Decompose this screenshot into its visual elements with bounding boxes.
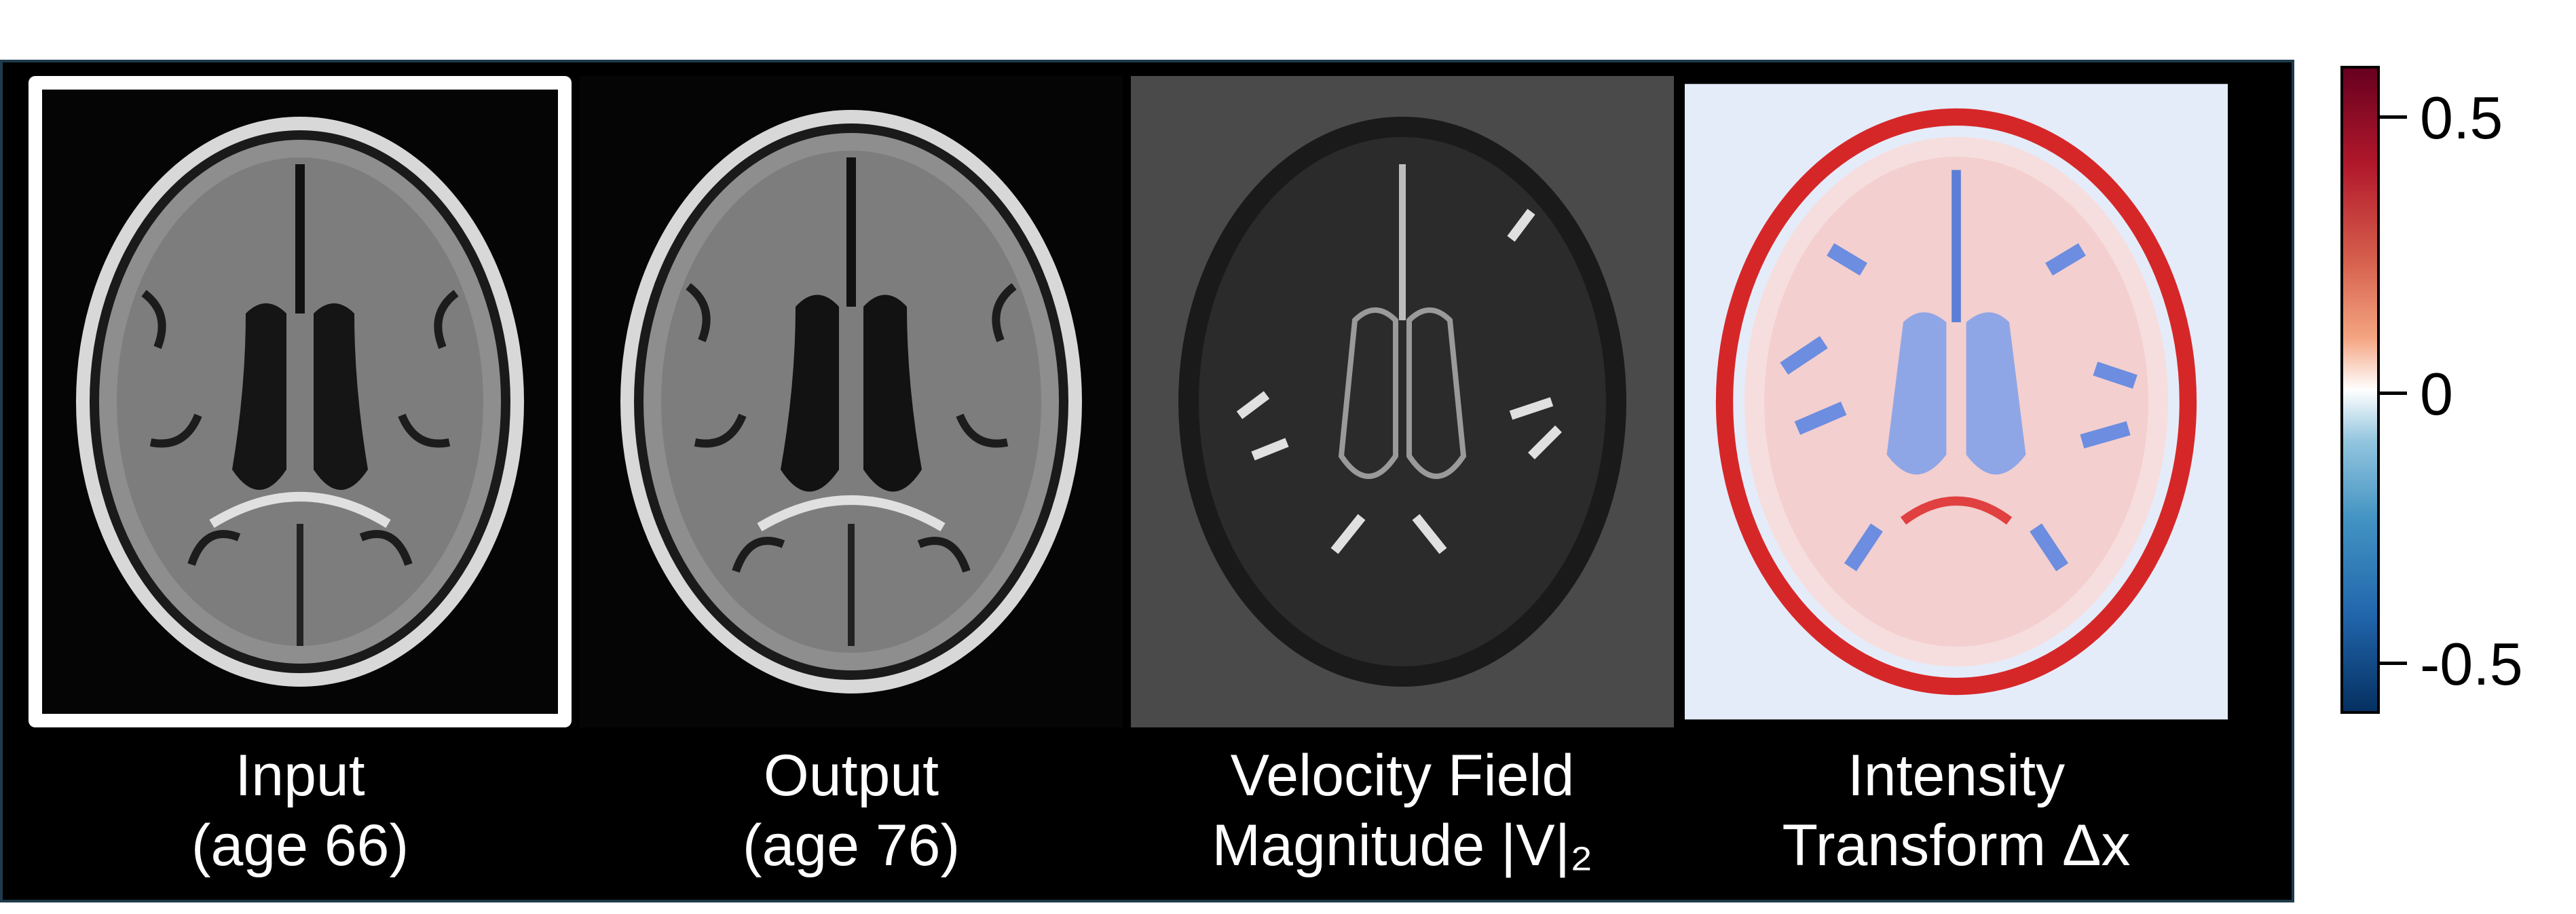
colorbar-tick-bottom bbox=[2380, 662, 2407, 665]
intensity-transform-image bbox=[1685, 76, 2228, 727]
intensity-delta-map bbox=[1685, 83, 2228, 720]
caption-output-line1: Output bbox=[763, 743, 939, 808]
brain-scan-output bbox=[580, 76, 1123, 727]
input-mri-image bbox=[29, 76, 572, 727]
caption-input-line2: (age 66) bbox=[191, 813, 409, 879]
caption-output-line2: (age 76) bbox=[742, 813, 960, 879]
colorbar-label-middle: 0 bbox=[2420, 360, 2453, 427]
brain-scan-input bbox=[42, 90, 558, 714]
velocity-field-image bbox=[1131, 76, 1674, 727]
caption-velocity-line1: Velocity Field bbox=[1230, 743, 1575, 808]
colorbar-tick-top bbox=[2380, 115, 2407, 119]
colorbar-tick-middle bbox=[2380, 392, 2407, 395]
caption-output: Output (age 76) bbox=[576, 741, 1126, 881]
caption-velocity: Velocity Field Magnitude |V|₂ bbox=[1127, 741, 1677, 881]
colorbar-label-top: 0.5 bbox=[2420, 84, 2503, 151]
caption-intensity: Intensity Transform Δx bbox=[1681, 741, 2231, 881]
caption-intensity-line2: Transform Δx bbox=[1782, 813, 2131, 879]
output-mri-image bbox=[580, 76, 1123, 727]
caption-input: Input (age 66) bbox=[25, 741, 575, 881]
velocity-magnitude-map bbox=[1131, 76, 1674, 727]
colorbar bbox=[2340, 66, 2380, 714]
colorbar-label-bottom: -0.5 bbox=[2420, 630, 2523, 698]
caption-intensity-line1: Intensity bbox=[1847, 743, 2066, 808]
figure-panel: Input (age 66) Output (age 76) Velocity … bbox=[0, 60, 2294, 902]
caption-input-line1: Input bbox=[235, 743, 365, 808]
caption-velocity-line2: Magnitude |V|₂ bbox=[1212, 813, 1593, 879]
